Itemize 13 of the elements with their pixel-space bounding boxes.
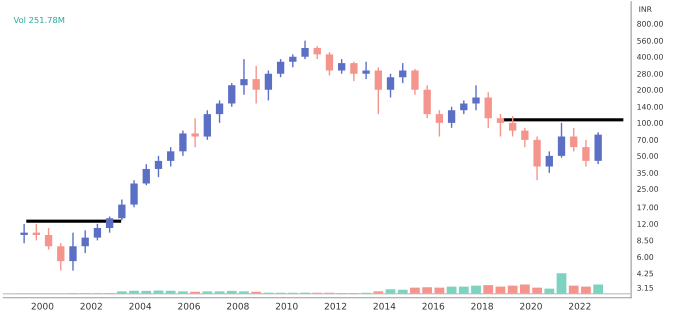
x-tick-label: 2010: [276, 302, 298, 310]
x-tick-label: 2002: [80, 302, 102, 310]
x-tick-label: 2022: [569, 302, 590, 310]
x-tick-label: 2000: [32, 302, 54, 310]
x-tick-label: 2018: [471, 302, 493, 310]
x-tick-label: 2016: [422, 302, 444, 310]
annotation: Vol 251.78M: [14, 16, 64, 24]
x-tick-label: 2004: [129, 302, 152, 310]
x-tick-label: 2008: [227, 302, 249, 310]
x-tick-label: 2012: [324, 302, 346, 310]
x-tick-label: 2014: [374, 302, 396, 310]
x-tick-label: 2020: [520, 302, 542, 310]
x-tick-label: 2006: [178, 302, 200, 310]
